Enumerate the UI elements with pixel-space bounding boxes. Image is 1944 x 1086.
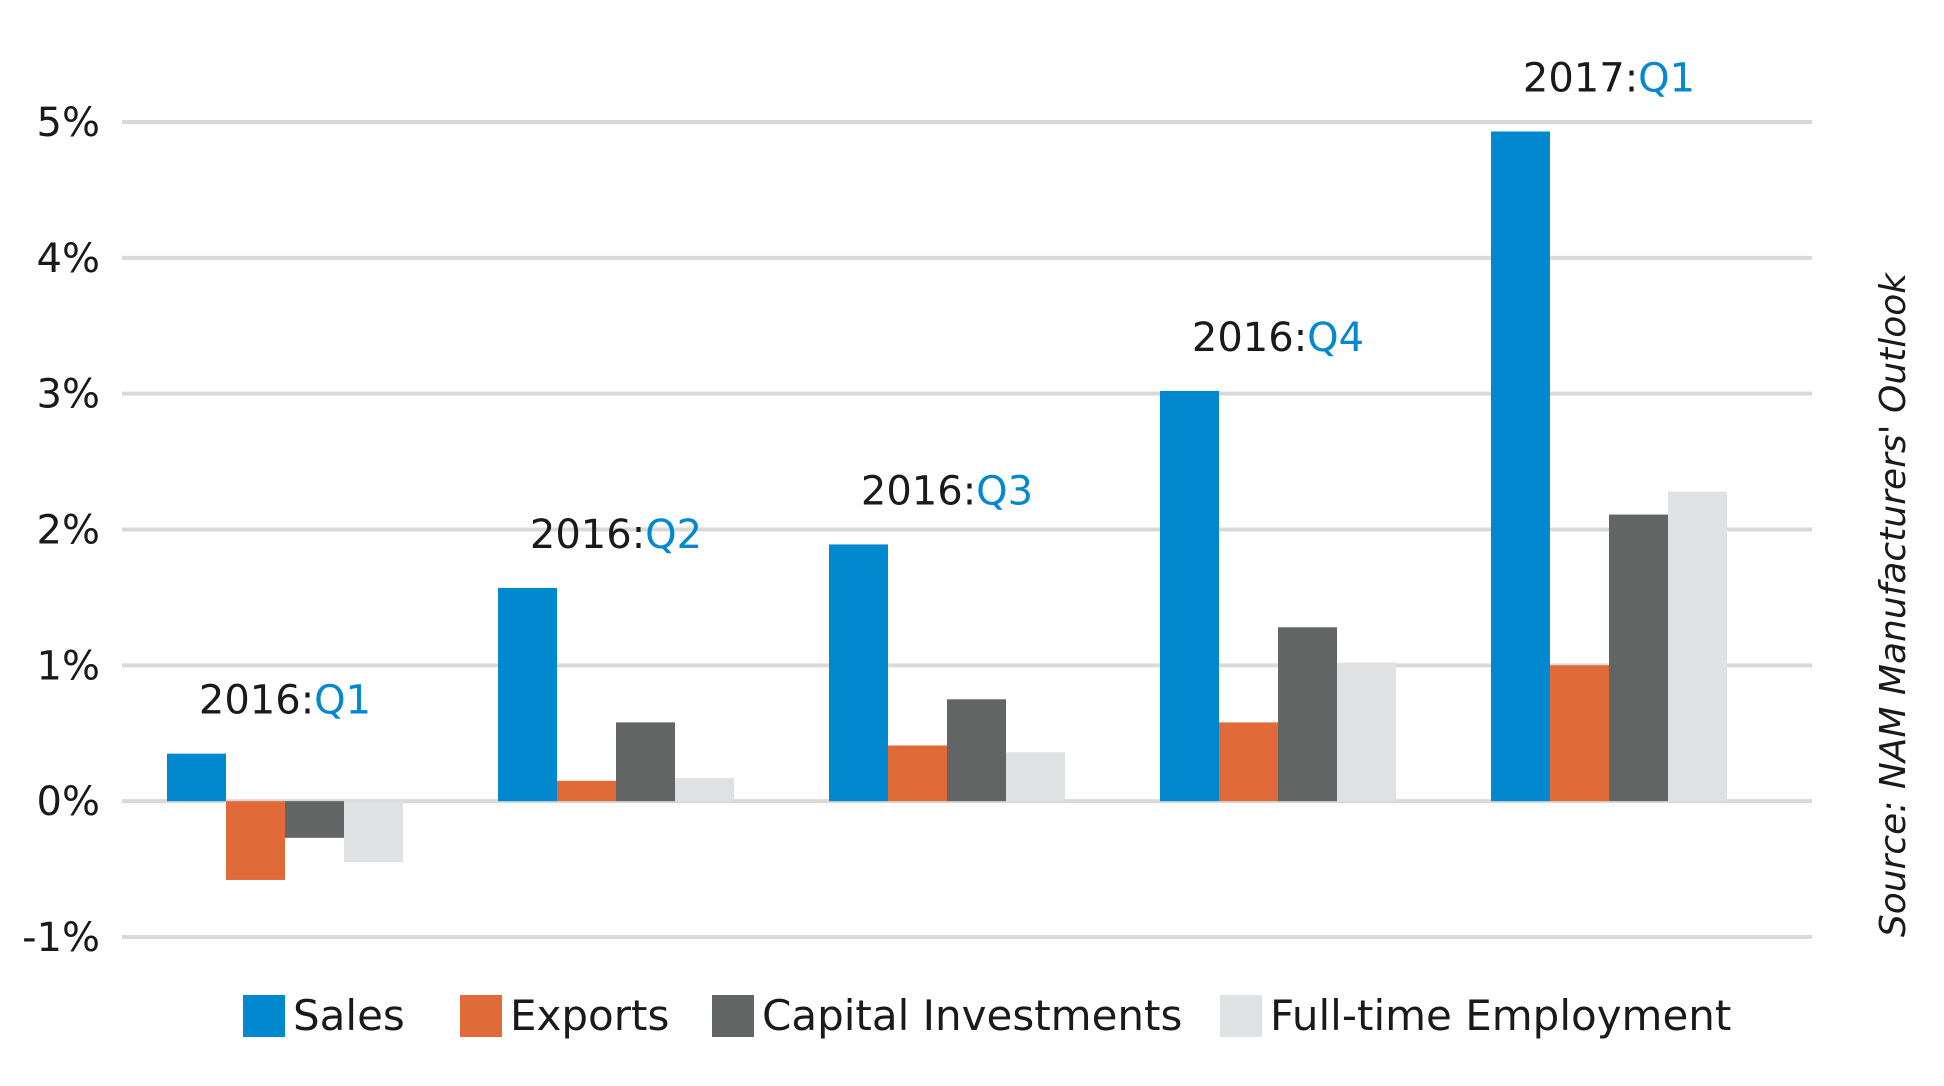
group-label-quarter: Q4 bbox=[1307, 315, 1364, 361]
group-label: 2016:Q2 bbox=[530, 512, 702, 558]
bar-capital-investments-1 bbox=[285, 801, 344, 838]
legend: Sales Exports Capital Investments Full-time… bbox=[243, 991, 1731, 1040]
bars bbox=[167, 131, 1727, 880]
group-label-quarter: Q2 bbox=[645, 512, 702, 558]
y-tick-label: 0% bbox=[37, 779, 100, 825]
bar-exports-1 bbox=[226, 801, 285, 880]
group-label: 2016:Q1 bbox=[199, 678, 371, 724]
group-label-quarter: Q3 bbox=[976, 468, 1033, 514]
bar-sales-1 bbox=[167, 753, 226, 802]
legend-label-exports: Exports bbox=[510, 991, 669, 1040]
y-tick-label: 2% bbox=[37, 508, 100, 554]
legend-label-sales: Sales bbox=[293, 991, 405, 1040]
bar-capital-investments-4 bbox=[1278, 627, 1337, 802]
group-label: 2016:Q4 bbox=[1192, 315, 1364, 361]
legend-swatch-sales bbox=[243, 995, 285, 1037]
legend-swatch-full-time-employment bbox=[1220, 995, 1262, 1037]
group-label-quarter: Q1 bbox=[314, 678, 371, 724]
bar-exports-5 bbox=[1550, 665, 1609, 802]
source-note: Source: NAM Manufacturers' Outlook bbox=[1873, 271, 1914, 937]
y-tick-label: 1% bbox=[37, 643, 100, 689]
bar-sales-4 bbox=[1160, 390, 1219, 802]
y-tick-label: -1% bbox=[22, 915, 100, 961]
legend-label-full-time-employment: Full-time Employment bbox=[1270, 991, 1731, 1040]
group-label-year: 2016: bbox=[861, 468, 976, 514]
gridlines bbox=[122, 120, 1812, 939]
bar-full-time-employment-3 bbox=[1006, 752, 1065, 802]
bar-capital-investments-2 bbox=[616, 722, 675, 802]
group-label-year: 2016: bbox=[1192, 315, 1307, 361]
y-tick-label: 5% bbox=[37, 100, 100, 146]
group-label-year: 2016: bbox=[199, 678, 314, 724]
group-label-year: 2016: bbox=[530, 512, 645, 558]
bar-sales-5 bbox=[1491, 131, 1550, 802]
y-tick-label: 3% bbox=[37, 372, 100, 418]
legend-label-capital-investments: Capital Investments bbox=[762, 991, 1182, 1040]
bar-full-time-employment-5 bbox=[1668, 491, 1727, 802]
bar-full-time-employment-1 bbox=[344, 801, 403, 863]
bar-full-time-employment-4 bbox=[1337, 662, 1396, 802]
bar-sales-2 bbox=[498, 587, 557, 802]
bar-sales-3 bbox=[829, 544, 888, 802]
y-axis: -1% 0% 1% 2% 3% 4% 5% bbox=[22, 100, 100, 961]
legend-swatch-exports bbox=[460, 995, 502, 1037]
bar-capital-investments-5 bbox=[1609, 514, 1668, 802]
group-label-quarter: Q1 bbox=[1638, 56, 1695, 102]
group-label: 2016:Q3 bbox=[861, 468, 1033, 514]
bar-exports-3 bbox=[888, 745, 947, 802]
bar-exports-4 bbox=[1219, 722, 1278, 802]
group-label: 2017:Q1 bbox=[1523, 56, 1695, 102]
legend-swatch-capital-investments bbox=[712, 995, 754, 1037]
bar-capital-investments-3 bbox=[947, 699, 1006, 802]
y-tick-label: 4% bbox=[37, 236, 100, 282]
group-label-year: 2017: bbox=[1523, 56, 1638, 102]
bar-exports-2 bbox=[557, 780, 616, 802]
bar-full-time-employment-2 bbox=[675, 778, 734, 802]
